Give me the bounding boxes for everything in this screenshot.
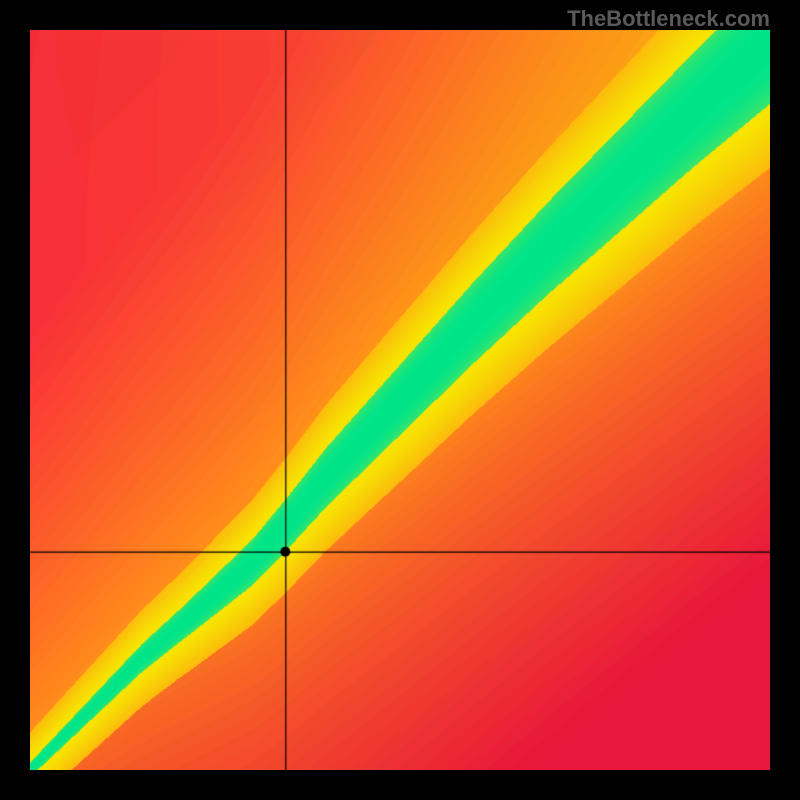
watermark-text: TheBottleneck.com xyxy=(567,6,770,32)
heatmap-plot xyxy=(30,30,770,770)
heatmap-canvas xyxy=(30,30,770,770)
